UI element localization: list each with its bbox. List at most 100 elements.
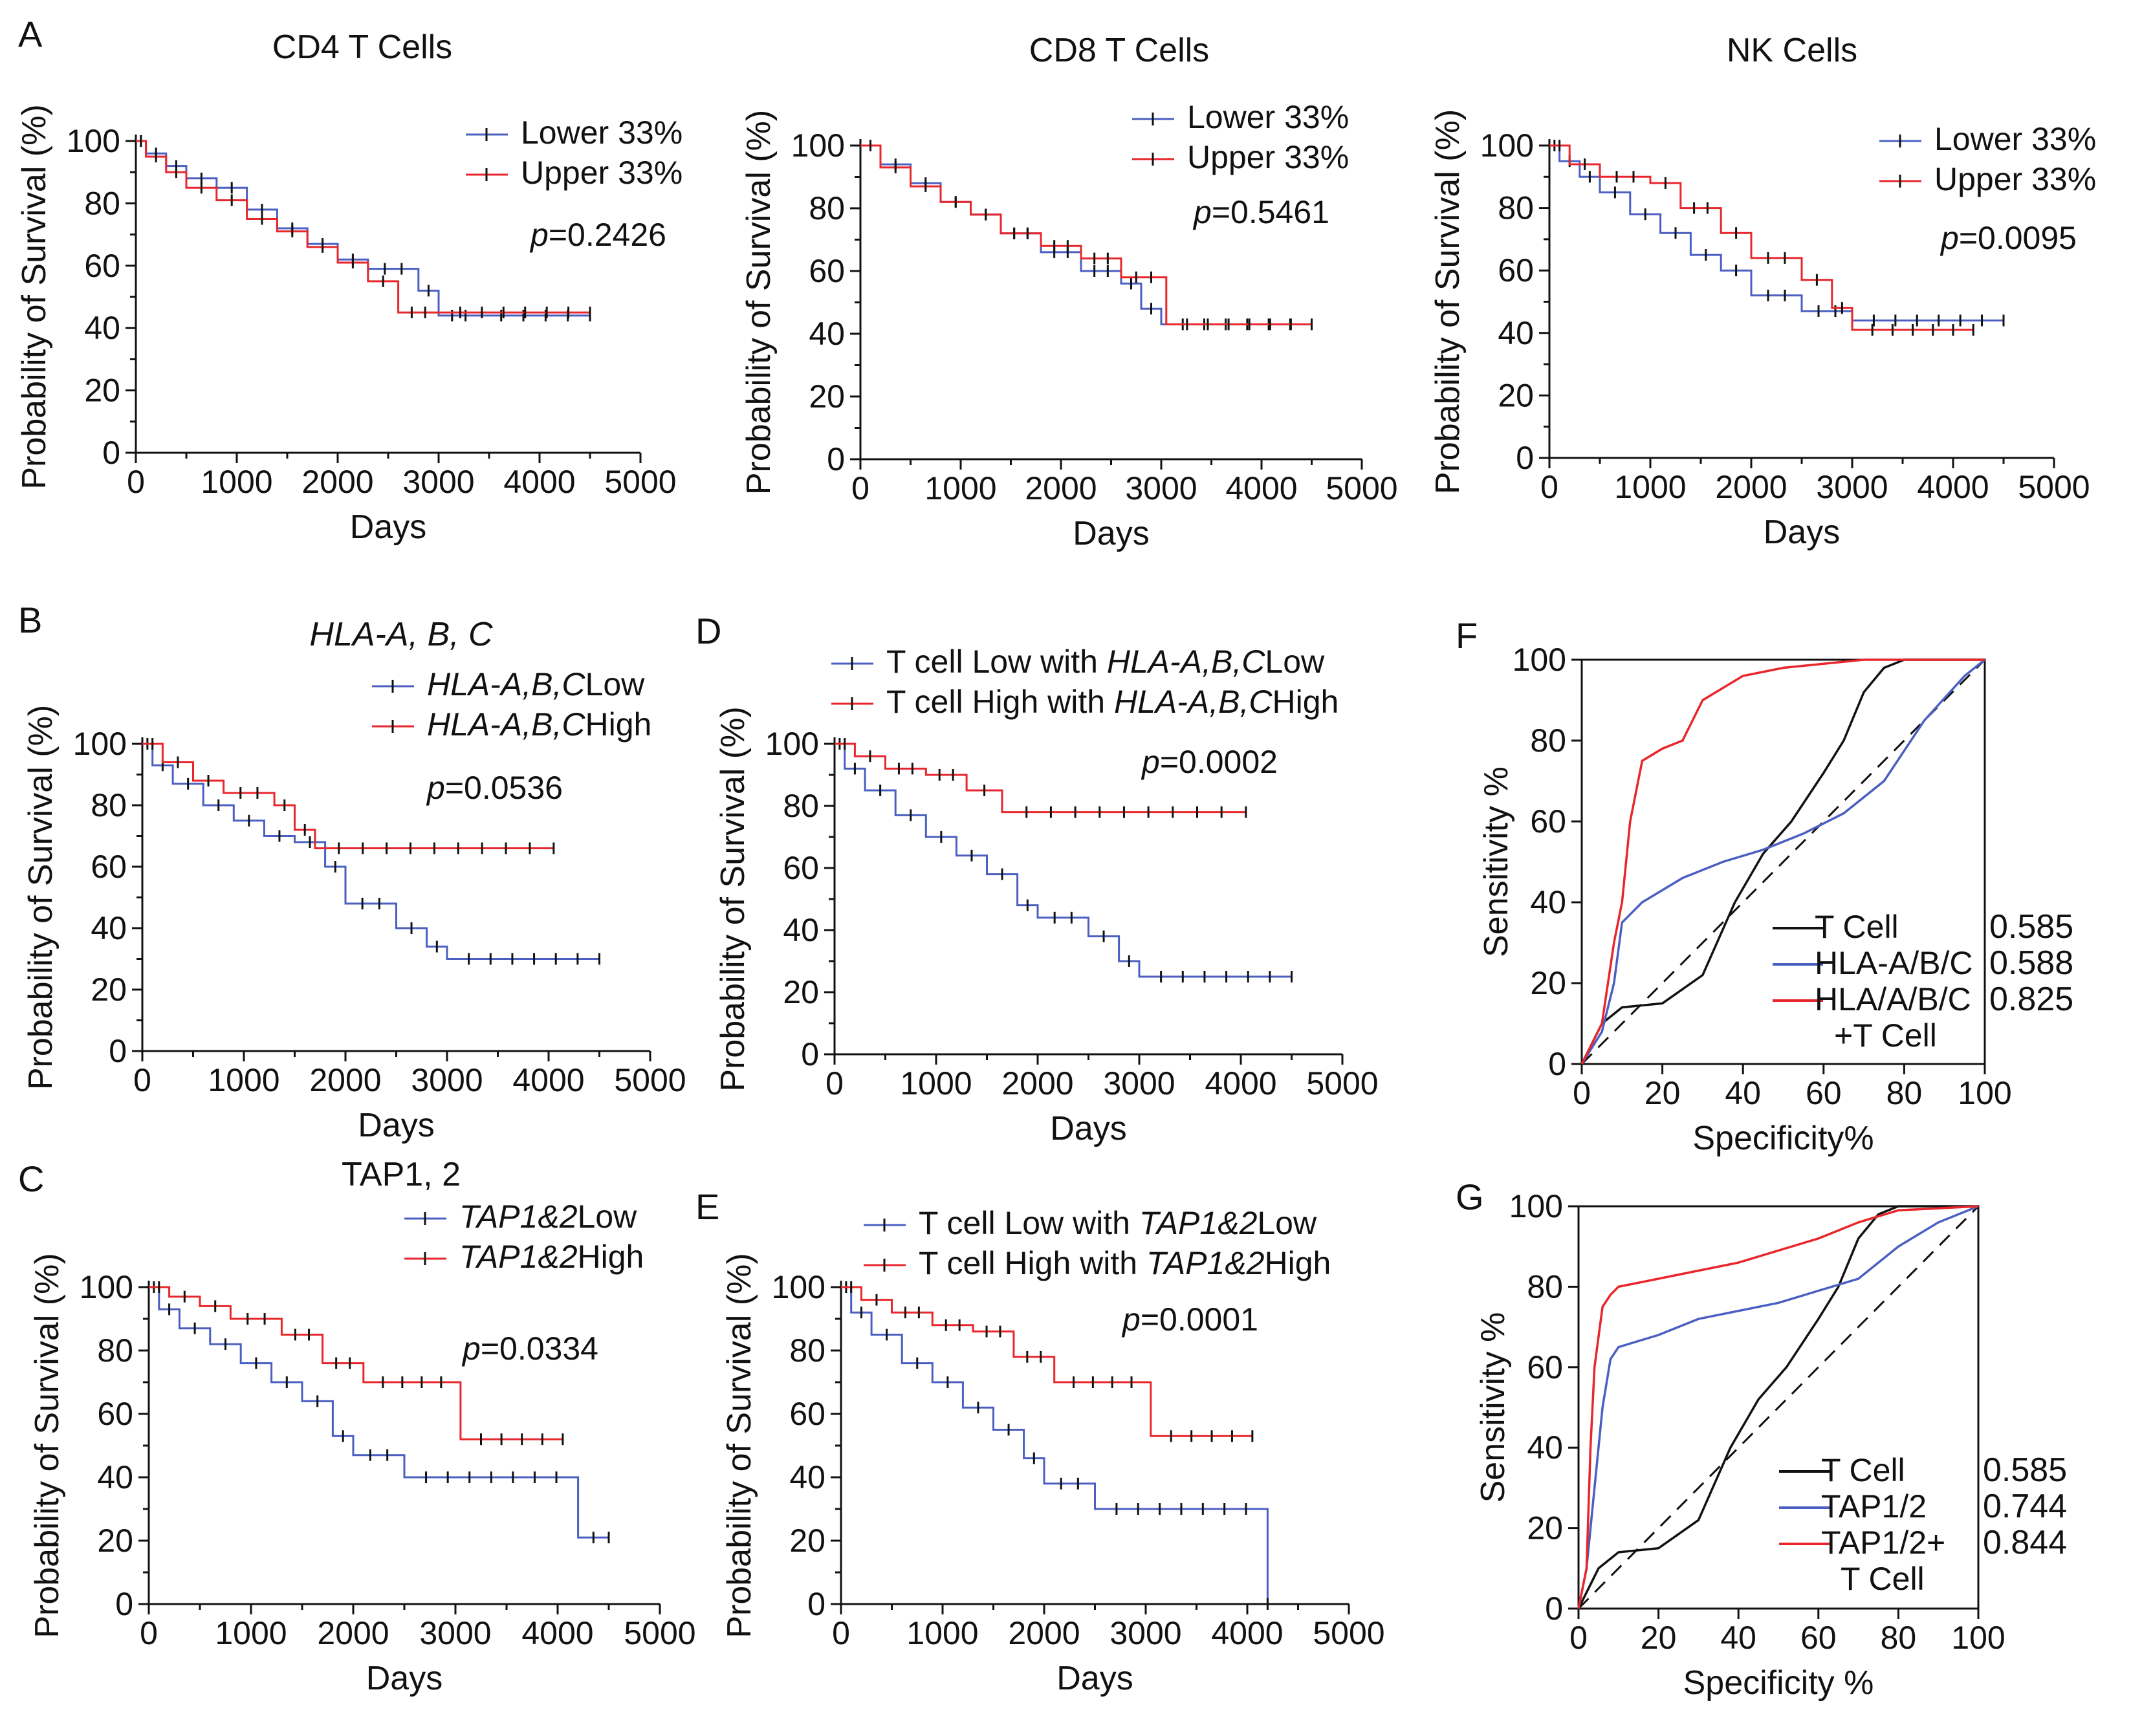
chart-title: TAP1, 2 xyxy=(342,1156,461,1193)
legend-label: Upper 33% xyxy=(521,155,683,191)
panel-B: B HLA-A, B, C 0 1000 2000 3000 4000 5000 0 20 40 60… xyxy=(18,600,686,1144)
x-tick-label: 5000 xyxy=(614,1062,686,1098)
x-tick-label: 3000 xyxy=(1103,1065,1175,1101)
y-tick-label: 20 xyxy=(1527,1510,1563,1546)
x-tick-label: 4000 xyxy=(1211,1615,1283,1651)
legend-label-group: High xyxy=(585,706,652,743)
y-tick-label: 80 xyxy=(1498,190,1534,226)
auc-value: 0.588 xyxy=(1989,944,2073,982)
panel-letter: E xyxy=(695,1186,719,1227)
y-tick-label: 100 xyxy=(791,127,845,164)
legend-label-group: High xyxy=(578,1239,644,1275)
p-value-symbol: p xyxy=(1121,1301,1141,1338)
legend-label: T cell Low with HLA-A,B,CLow xyxy=(886,644,1325,680)
legend-label: HLA-A,B,CHigh xyxy=(427,706,651,743)
legend-item-upper: T cell High with HLA-A,B,CHigh xyxy=(831,684,1339,720)
y-tick-label: 0 xyxy=(115,1586,133,1622)
p-value-number: =0.0095 xyxy=(1959,220,2077,256)
y-tick-label: 100 xyxy=(765,726,819,762)
legend-item-lower: T cell Low with TAP1&2Low xyxy=(864,1205,1317,1241)
plot-frame xyxy=(1577,1205,1980,1610)
panel-D: D 0 1000 2000 3000 4000 5000 0 20 40 60 80 100 Days Pr… xyxy=(695,611,1379,1147)
p-value: p=0.0536 xyxy=(426,770,563,806)
legend-label-line2: +T Cell xyxy=(1834,1017,1937,1054)
legend-label-gene: HLA-A,B,C xyxy=(427,666,585,702)
y-tick-label: 20 xyxy=(84,373,120,409)
legend-item-lower: T cell Low with HLA-A,B,CLow xyxy=(831,644,1325,680)
x-tick-label: 1000 xyxy=(215,1615,287,1651)
x-tick-label: 3000 xyxy=(1109,1615,1181,1651)
legend-label-group: Upper 33% xyxy=(1934,161,2096,197)
legend-label-gene: HLA-A,B,C xyxy=(427,706,585,743)
x-tick-label: 0 xyxy=(825,1065,844,1101)
x-tick-label: 1000 xyxy=(924,470,996,506)
p-value: p=0.0001 xyxy=(1121,1301,1258,1338)
y-tick-label: 80 xyxy=(809,190,845,226)
plot-frame xyxy=(1580,658,1986,1065)
legend-item-upper: HLA-A,B,CHigh xyxy=(372,706,651,743)
x-tick-label: 0 xyxy=(127,464,145,500)
p-value: p=0.5461 xyxy=(1192,194,1329,230)
legend-label-group: High xyxy=(1273,684,1339,720)
x-tick-label: 3000 xyxy=(402,464,474,500)
series-line-upper xyxy=(142,743,554,849)
x-axis-title: Days xyxy=(1764,514,1840,551)
y-tick-label: 60 xyxy=(783,850,819,886)
panel-E: E 0 1000 2000 3000 4000 5000 0 20 40 60 80 100 Days Pr… xyxy=(695,1186,1385,1697)
x-tick-label: 0 xyxy=(140,1615,158,1651)
y-tick-label: 100 xyxy=(80,1269,133,1305)
x-tick-label: 1000 xyxy=(1614,469,1686,505)
y-tick-label: 20 xyxy=(1498,377,1534,413)
legend-item-lower: Lower 33% xyxy=(466,114,683,151)
legend-label-group: Lower 33% xyxy=(1934,121,2096,157)
panel-letter: B xyxy=(18,600,42,640)
legend-item-lower: TAP1&2Low xyxy=(404,1199,637,1235)
legend-label: Lower 33% xyxy=(521,114,683,151)
x-tick-label: 80 xyxy=(1881,1620,1917,1656)
y-axis-title: Sensitivity % xyxy=(1474,1312,1512,1503)
y-tick-label: 0 xyxy=(109,1033,127,1069)
legend-item-upper: Upper 33% xyxy=(466,155,683,191)
y-tick-label: 0 xyxy=(1516,440,1534,476)
legend-label: T Cell xyxy=(1821,1452,1905,1488)
y-tick-label: 0 xyxy=(1548,1046,1566,1082)
y-tick-label: 20 xyxy=(789,1523,825,1559)
panel-letter: F xyxy=(1456,615,1478,656)
x-tick-label: 0 xyxy=(832,1615,850,1651)
x-tick-label: 3000 xyxy=(419,1615,491,1651)
x-tick-label: 4000 xyxy=(1225,470,1297,506)
x-tick-label: 100 xyxy=(1951,1620,2005,1656)
auc-value: 0.585 xyxy=(1989,908,2073,946)
panel-A2: CD8 T Cells 0 1000 2000 3000 4000 5000 0 20 40 60 8… xyxy=(740,32,1398,552)
legend-label-prefix: T cell High with xyxy=(886,684,1114,720)
y-axis-title: Probability of Survival (%) xyxy=(714,706,752,1091)
legend-label-prefix: T cell Low with xyxy=(886,644,1107,680)
y-tick-label: 80 xyxy=(1530,722,1566,759)
legend-label-group: Lower 33% xyxy=(521,114,683,151)
series-line-blue xyxy=(1580,658,1986,1065)
y-axis-title: Sensitivity % xyxy=(1478,766,1515,957)
y-tick-label: 40 xyxy=(97,1459,133,1495)
legend-item-upper: Upper 33% xyxy=(1879,161,2096,197)
p-value-number: =0.5461 xyxy=(1212,194,1329,230)
x-axis-title: Specificity% xyxy=(1692,1120,1874,1157)
legend-item-red: HLA/A/B/C+T Cell 0.825 xyxy=(1773,981,2073,1054)
chart-title: CD4 T Cells xyxy=(272,28,452,66)
y-tick-label: 80 xyxy=(789,1332,825,1369)
legend-label: TAP1/2+ xyxy=(1821,1524,1945,1561)
x-tick-label: 5000 xyxy=(604,464,676,500)
x-tick-label: 0 xyxy=(1540,469,1558,505)
x-tick-label: 2000 xyxy=(1715,469,1787,505)
auc-value: 0.744 xyxy=(1983,1488,2067,1525)
legend-label-group: Low xyxy=(1265,644,1325,680)
auc-value: 0.585 xyxy=(1983,1451,2067,1489)
x-axis-title: Days xyxy=(350,508,426,546)
series-line-tcell xyxy=(1580,658,1985,1065)
legend-label-gene: HLA-A,B,C xyxy=(1114,684,1273,720)
legend-item-lower: Lower 33% xyxy=(1879,121,2096,157)
p-value-symbol: p xyxy=(1192,194,1212,230)
y-axis-title: Probability of Survival (%) xyxy=(740,110,778,495)
legend-label-group: Low xyxy=(578,1199,638,1235)
y-tick-label: 100 xyxy=(772,1269,825,1305)
p-value: p=0.0002 xyxy=(1141,744,1278,780)
